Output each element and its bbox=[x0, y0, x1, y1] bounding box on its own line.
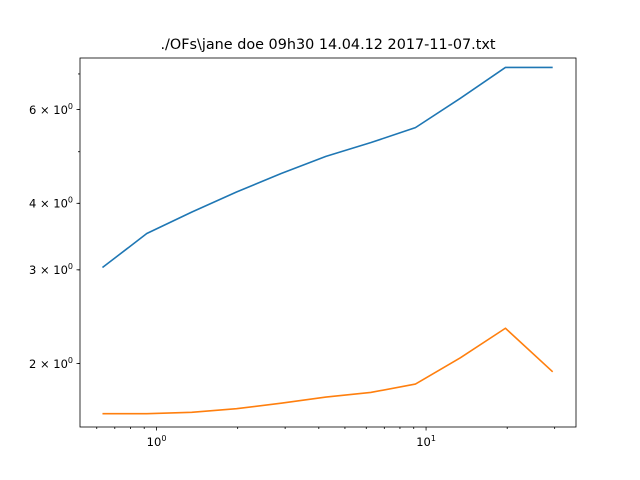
y-tick-label: 6 × 100 bbox=[29, 102, 73, 117]
y-tick-label: 2 × 100 bbox=[29, 356, 73, 371]
y-tick-label: 4 × 100 bbox=[29, 196, 73, 211]
y-tick-label: 3 × 100 bbox=[29, 262, 73, 277]
y-tick-label-exponent: 0 bbox=[68, 102, 73, 111]
y-tick-label-coef: 4 × bbox=[29, 197, 53, 211]
y-tick-label-exponent: 0 bbox=[68, 196, 73, 205]
y-tick-label-coef: 6 × bbox=[29, 103, 53, 117]
x-tick-label-base: 10 bbox=[416, 435, 431, 449]
y-tick-label-exponent: 0 bbox=[68, 356, 73, 365]
chart-title: ./OFs\jane doe 09h30 14.04.12 2017-11-07… bbox=[160, 37, 495, 53]
y-tick-label-coef: 2 × bbox=[29, 357, 53, 371]
y-tick-label-base: 10 bbox=[53, 103, 68, 117]
y-tick-label-base: 10 bbox=[53, 263, 68, 277]
x-tick-label-exponent: 1 bbox=[431, 434, 436, 443]
series-line-1 bbox=[101, 66, 553, 269]
axes-frame bbox=[79, 57, 577, 428]
x-tick-label-base: 10 bbox=[147, 435, 162, 449]
y-tick-label-coef: 3 × bbox=[29, 263, 53, 277]
series-layer bbox=[101, 66, 554, 415]
x-tick-label-exponent: 0 bbox=[161, 434, 166, 443]
x-tick-label: 100 bbox=[147, 434, 167, 449]
x-tick-label: 101 bbox=[416, 434, 436, 449]
y-tick-label-base: 10 bbox=[53, 357, 68, 371]
y-tick-label-base: 10 bbox=[53, 197, 68, 211]
y-tick-label-exponent: 0 bbox=[68, 262, 73, 271]
series-line-2 bbox=[102, 327, 554, 415]
